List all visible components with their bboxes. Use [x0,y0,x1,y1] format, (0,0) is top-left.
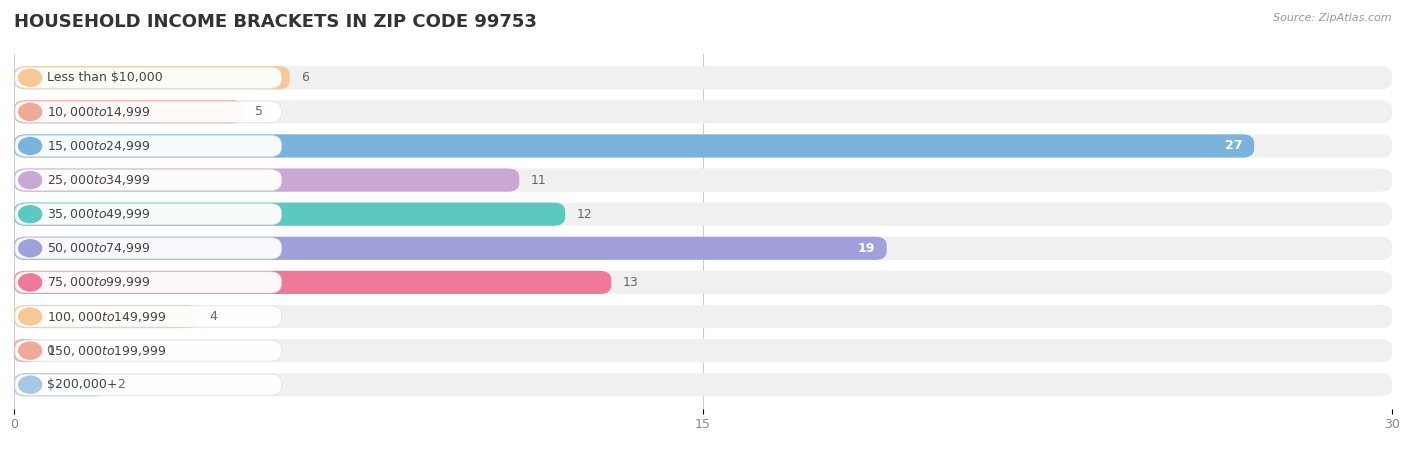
FancyBboxPatch shape [15,101,281,123]
FancyBboxPatch shape [15,136,281,157]
Text: 19: 19 [858,242,875,255]
Circle shape [18,69,42,86]
FancyBboxPatch shape [14,237,887,260]
FancyBboxPatch shape [14,202,565,226]
FancyBboxPatch shape [15,306,281,327]
Text: $25,000 to $34,999: $25,000 to $34,999 [48,173,150,187]
Text: 11: 11 [531,174,547,187]
Circle shape [18,308,42,325]
FancyBboxPatch shape [14,100,1392,123]
FancyBboxPatch shape [14,237,1392,260]
FancyBboxPatch shape [14,305,1392,328]
Text: 5: 5 [256,106,263,119]
Circle shape [18,274,42,291]
Text: 4: 4 [209,310,217,323]
FancyBboxPatch shape [14,134,1392,158]
FancyBboxPatch shape [15,238,281,259]
FancyBboxPatch shape [14,271,612,294]
FancyBboxPatch shape [15,272,281,293]
Text: 6: 6 [301,71,309,84]
Text: $200,000+: $200,000+ [48,378,118,391]
FancyBboxPatch shape [14,100,243,123]
Text: $100,000 to $149,999: $100,000 to $149,999 [48,309,166,323]
FancyBboxPatch shape [14,373,105,396]
FancyBboxPatch shape [14,271,1392,294]
Text: $150,000 to $199,999: $150,000 to $199,999 [48,343,166,357]
FancyBboxPatch shape [14,339,1392,362]
FancyBboxPatch shape [15,374,281,395]
Circle shape [18,103,42,120]
Text: 27: 27 [1225,140,1243,153]
FancyBboxPatch shape [15,170,281,191]
Text: $35,000 to $49,999: $35,000 to $49,999 [48,207,150,221]
Circle shape [18,137,42,154]
Text: $50,000 to $74,999: $50,000 to $74,999 [48,241,150,255]
Text: Source: ZipAtlas.com: Source: ZipAtlas.com [1274,13,1392,23]
Circle shape [18,342,42,359]
Text: 13: 13 [623,276,638,289]
FancyBboxPatch shape [14,202,1392,226]
FancyBboxPatch shape [14,66,290,89]
Circle shape [18,376,42,393]
FancyBboxPatch shape [14,373,1392,396]
Text: HOUSEHOLD INCOME BRACKETS IN ZIP CODE 99753: HOUSEHOLD INCOME BRACKETS IN ZIP CODE 99… [14,13,537,31]
FancyBboxPatch shape [14,305,198,328]
FancyBboxPatch shape [14,339,37,362]
Text: Less than $10,000: Less than $10,000 [48,71,163,84]
Circle shape [18,206,42,223]
Text: 2: 2 [118,378,125,391]
Circle shape [18,172,42,189]
FancyBboxPatch shape [15,67,281,88]
Text: 12: 12 [576,208,592,220]
FancyBboxPatch shape [14,66,1392,89]
Text: $15,000 to $24,999: $15,000 to $24,999 [48,139,150,153]
FancyBboxPatch shape [14,134,1254,158]
Text: 0: 0 [46,344,55,357]
Circle shape [18,240,42,257]
FancyBboxPatch shape [15,203,281,225]
FancyBboxPatch shape [14,168,1392,192]
FancyBboxPatch shape [14,168,519,192]
FancyBboxPatch shape [15,340,281,361]
Text: $10,000 to $14,999: $10,000 to $14,999 [48,105,150,119]
Text: $75,000 to $99,999: $75,000 to $99,999 [48,275,150,290]
